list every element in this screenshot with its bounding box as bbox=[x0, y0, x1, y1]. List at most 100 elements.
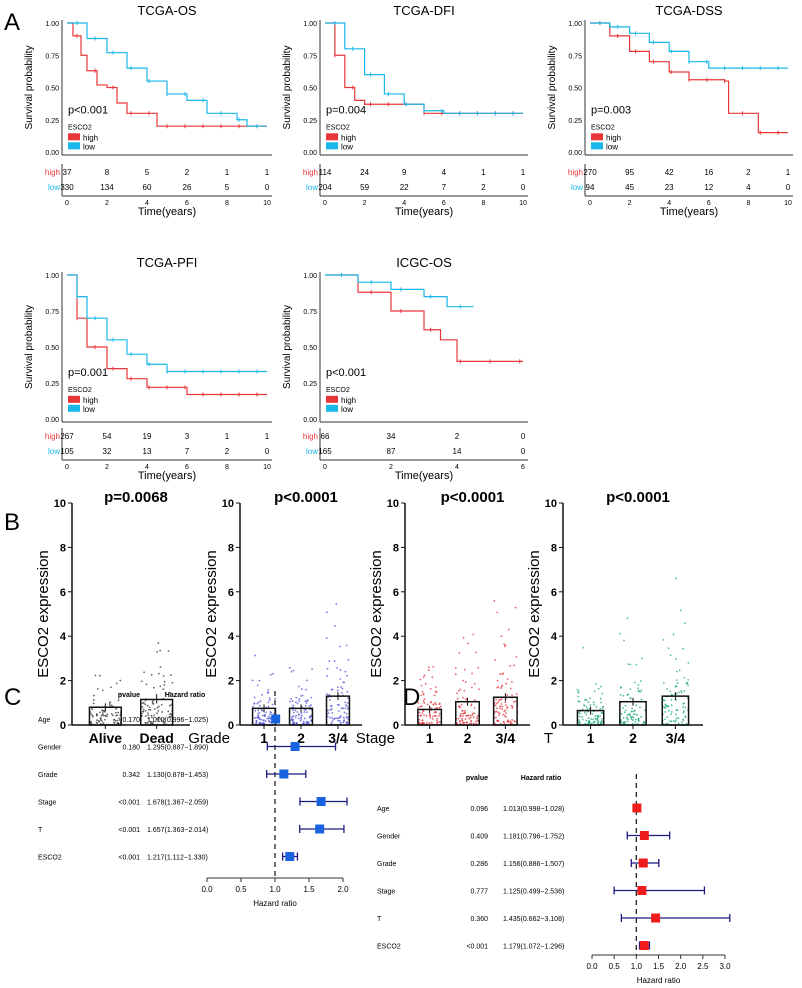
data-point bbox=[141, 702, 144, 704]
data-point bbox=[592, 718, 594, 721]
legend-label-low: low bbox=[83, 142, 95, 151]
data-point bbox=[678, 669, 681, 672]
km-curve-high bbox=[325, 274, 523, 362]
data-point bbox=[255, 721, 258, 724]
data-point bbox=[472, 722, 475, 725]
x-tick-label: 8 bbox=[225, 464, 229, 471]
data-point bbox=[675, 713, 677, 716]
data-point bbox=[103, 709, 106, 712]
data-point bbox=[626, 713, 629, 716]
data-point bbox=[687, 662, 690, 664]
y-tick-label: 4 bbox=[551, 631, 558, 643]
data-point bbox=[342, 721, 345, 724]
data-point bbox=[629, 688, 632, 691]
data-point bbox=[149, 708, 152, 711]
at-risk-count: 87 bbox=[387, 447, 396, 456]
data-point bbox=[326, 667, 329, 670]
data-point bbox=[461, 717, 464, 720]
data-point bbox=[470, 720, 473, 723]
data-point bbox=[496, 719, 499, 722]
data-point bbox=[100, 714, 103, 717]
legend-label-high: high bbox=[83, 133, 98, 142]
legend-label-high: high bbox=[83, 396, 98, 405]
data-point bbox=[431, 718, 434, 720]
data-point bbox=[258, 679, 261, 682]
p-value: p<0.001 bbox=[68, 104, 108, 116]
data-point bbox=[494, 659, 497, 661]
risk-row-label-high: high bbox=[303, 432, 318, 441]
data-point bbox=[634, 713, 637, 716]
data-point bbox=[471, 714, 474, 717]
y-tick-label: 2 bbox=[551, 676, 557, 688]
panel-letter-b: B bbox=[4, 509, 20, 536]
data-point bbox=[501, 708, 504, 711]
y-axis-label: ESCO2 expression bbox=[526, 550, 543, 678]
at-risk-count: 8 bbox=[105, 168, 110, 177]
row-hazard-ratio: 1.156(0.886−1.507) bbox=[503, 861, 564, 868]
data-point bbox=[292, 721, 295, 724]
risk-row-label-low: low bbox=[48, 183, 60, 192]
at-risk-count: 13 bbox=[143, 447, 152, 456]
forest-plot-c: pvalue Hazard ratio Age 0.170 1.010(0.996−1.… bbox=[38, 691, 349, 908]
legend-title: ESCO2 bbox=[68, 387, 92, 394]
row-hazard-ratio: 1.657(1.363−2.014) bbox=[147, 827, 208, 834]
data-point bbox=[676, 682, 679, 684]
data-point bbox=[152, 686, 155, 689]
data-point bbox=[430, 707, 432, 710]
data-point bbox=[675, 679, 678, 682]
hr-marker bbox=[285, 852, 295, 861]
data-point bbox=[465, 697, 467, 700]
data-point bbox=[581, 718, 584, 721]
data-point bbox=[347, 658, 350, 661]
km-panel-icgc-os: ICGC-OS 0.00 0.25 0.50 0.75 1.00 Survival prob… bbox=[282, 255, 528, 482]
data-point bbox=[477, 666, 480, 669]
category-label: 2 bbox=[464, 730, 472, 746]
data-point bbox=[290, 697, 293, 700]
data-point bbox=[469, 716, 472, 719]
data-point bbox=[675, 577, 678, 580]
x-tick-label: 0 bbox=[588, 200, 592, 207]
data-point bbox=[503, 714, 506, 717]
data-point bbox=[576, 688, 579, 691]
data-point bbox=[436, 707, 439, 709]
data-point bbox=[664, 707, 667, 710]
row-hazard-ratio: 1.013(0.998−1.028) bbox=[503, 806, 564, 813]
data-point bbox=[630, 717, 633, 720]
y-tick-label: 1.00 bbox=[45, 273, 59, 280]
legend-swatch-high bbox=[591, 133, 603, 141]
data-point bbox=[581, 716, 584, 718]
data-point bbox=[664, 711, 667, 713]
data-point bbox=[295, 722, 298, 725]
data-point bbox=[347, 702, 349, 704]
data-point bbox=[101, 712, 104, 714]
legend-swatch-low bbox=[591, 142, 603, 150]
data-point bbox=[91, 708, 94, 711]
y-tick-label: 0.25 bbox=[303, 118, 317, 125]
y-tick-label: 8 bbox=[551, 542, 557, 554]
data-point bbox=[171, 681, 174, 684]
legend-swatch-low bbox=[326, 404, 338, 412]
data-point bbox=[439, 705, 442, 708]
data-point bbox=[425, 714, 428, 717]
data-point bbox=[163, 680, 166, 683]
y-tick-label: 2 bbox=[228, 676, 234, 688]
data-point bbox=[341, 687, 344, 690]
at-risk-count: 0 bbox=[786, 183, 791, 192]
data-point bbox=[494, 704, 497, 707]
y-axis-label: Survival probability bbox=[24, 46, 35, 130]
data-point bbox=[624, 704, 627, 707]
data-point bbox=[260, 718, 263, 721]
row-pvalue: <0.001 bbox=[118, 855, 140, 862]
data-point bbox=[587, 701, 590, 704]
data-point bbox=[157, 710, 160, 712]
data-point bbox=[90, 713, 92, 716]
data-point bbox=[469, 714, 472, 717]
row-hazard-ratio: 1.179(1.072−1.296) bbox=[503, 944, 564, 951]
row-pvalue: 0.409 bbox=[470, 834, 488, 841]
x-tick-label: 1.0 bbox=[269, 885, 281, 894]
data-point bbox=[511, 707, 514, 710]
data-point bbox=[639, 706, 641, 709]
data-point bbox=[504, 644, 507, 647]
data-point bbox=[96, 713, 98, 716]
data-point bbox=[308, 705, 311, 708]
